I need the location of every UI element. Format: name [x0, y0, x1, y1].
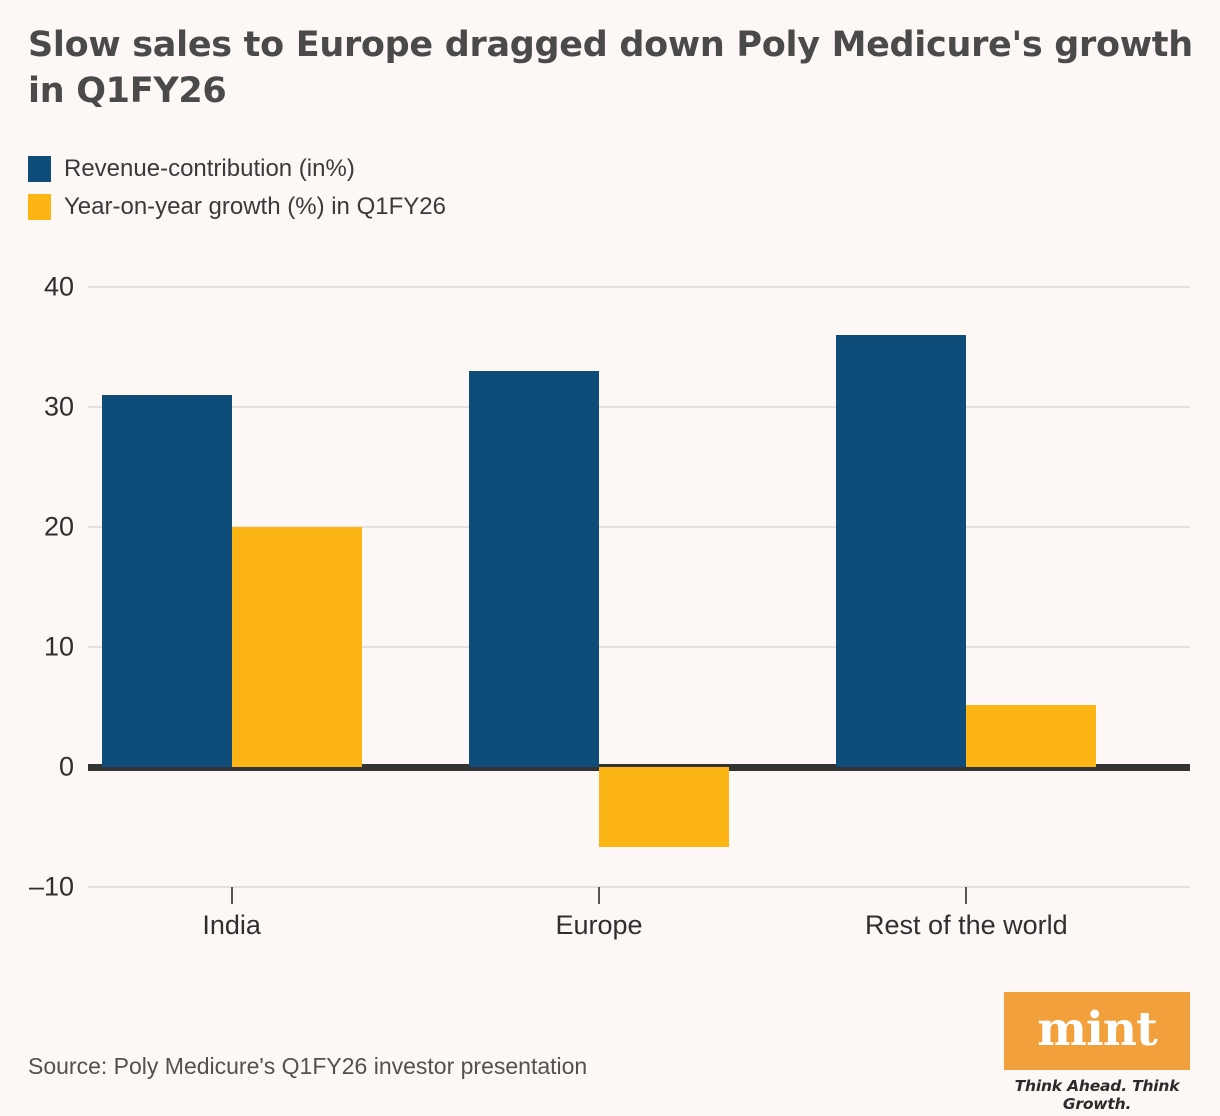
y-axis-tick-label: 0 — [58, 751, 74, 782]
bar-revenue — [469, 371, 599, 767]
bar-growth — [599, 767, 729, 848]
legend-swatch-icon-growth — [28, 194, 51, 220]
x-axis-category-label: Rest of the world — [865, 910, 1068, 940]
bar-growth — [966, 704, 1097, 767]
gridline — [88, 646, 1190, 648]
x-axis-tick — [598, 887, 600, 904]
mint-logo-mark: mint — [1004, 992, 1190, 1070]
legend-label-revenue: Revenue-contribution (in%) — [64, 155, 355, 182]
bar-revenue — [101, 395, 232, 767]
page-title: Slow sales to Europe dragged down Poly M… — [28, 25, 1193, 112]
gridline — [88, 886, 1190, 888]
x-axis-category-label: India — [202, 910, 261, 940]
legend-item-revenue-contribution: Revenue-contribution (in%) — [28, 150, 446, 188]
mint-logo: mint Think Ahead. Think Growth. — [1004, 992, 1190, 1113]
y-axis-tick-label: –10 — [28, 871, 74, 902]
legend-label-growth: Year-on-year growth (%) in Q1FY26 — [64, 193, 446, 220]
source-note: Source: Poly Medicure's Q1FY26 investor … — [28, 1053, 588, 1079]
gridline — [88, 286, 1190, 288]
y-axis-tick-label: 40 — [43, 271, 74, 302]
gridline — [88, 526, 1190, 528]
mint-wordmark: mint — [1037, 1001, 1157, 1057]
bar-growth — [231, 527, 362, 767]
y-axis-tick-label: 10 — [43, 631, 74, 662]
x-axis-tick — [230, 887, 233, 904]
x-axis-category-label: Europe — [555, 910, 643, 940]
y-axis-tick-label: 30 — [43, 391, 74, 422]
gridline — [88, 406, 1190, 408]
bar-revenue — [836, 335, 967, 767]
legend-swatch-icon-revenue — [28, 156, 51, 182]
legend-item-yoy-growth: Year-on-year growth (%) in Q1FY26 — [28, 188, 446, 226]
x-axis-tick — [965, 887, 968, 904]
chart-legend: Revenue-contribution (in%) Year-on-year … — [28, 150, 446, 226]
mint-tagline: Think Ahead. Think Growth. — [1014, 1077, 1180, 1113]
y-axis-tick-label: 20 — [43, 511, 74, 542]
